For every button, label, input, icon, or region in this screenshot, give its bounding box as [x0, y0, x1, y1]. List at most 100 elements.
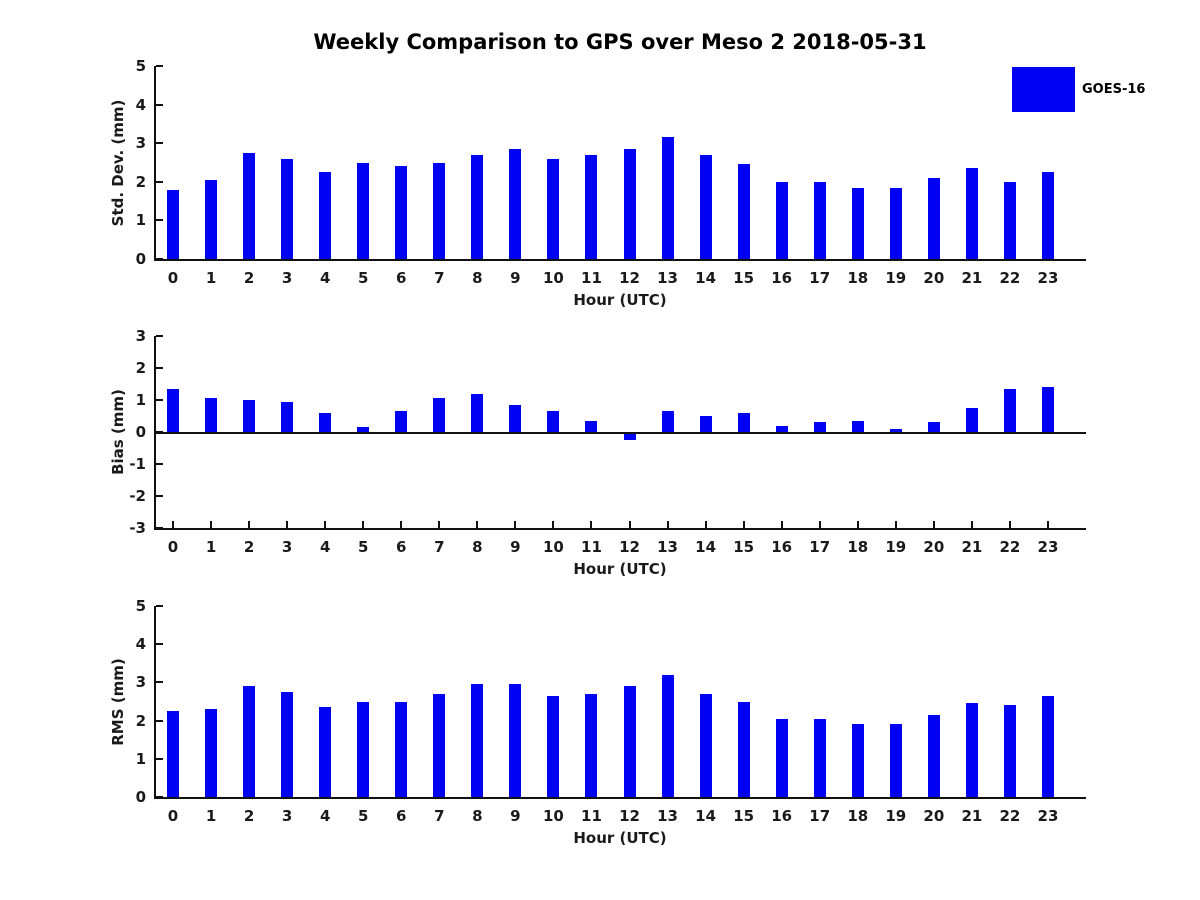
x-tick-label: 10	[542, 807, 564, 825]
x-tick-label: 19	[885, 538, 907, 556]
x-tick-label: 4	[319, 538, 331, 556]
x-tick-label: 18	[847, 269, 869, 287]
x-tick-label: 8	[472, 807, 483, 825]
y-tick-mark	[156, 431, 163, 433]
chart-title: Weekly Comparison to GPS over Meso 2 201…	[313, 30, 927, 54]
y-axis-label: Std. Dev. (mm)	[109, 99, 127, 226]
bar	[813, 181, 826, 259]
x-tick-mark	[438, 521, 441, 528]
bar	[357, 427, 370, 432]
bar	[167, 388, 180, 432]
x-tick-label: 1	[205, 538, 217, 556]
y-tick-label: -1	[129, 455, 146, 473]
bar	[965, 168, 978, 259]
bar	[167, 189, 180, 259]
bar	[927, 177, 940, 259]
y-axis-label: RMS (mm)	[109, 657, 127, 746]
bar	[395, 701, 408, 797]
x-tick-mark	[286, 521, 289, 528]
y-tick-label: 5	[135, 57, 146, 75]
bar	[585, 420, 598, 432]
bar	[243, 152, 256, 259]
x-tick-label: 20	[923, 538, 945, 556]
x-tick-mark	[590, 521, 593, 528]
bar	[813, 718, 826, 797]
y-tick-label: 1	[135, 391, 146, 409]
x-tick-label: 9	[510, 807, 521, 825]
x-tick-label: 7	[434, 807, 445, 825]
x-tick-mark	[172, 521, 175, 528]
x-tick-label: 15	[733, 538, 755, 556]
bar	[661, 674, 674, 797]
bar	[547, 158, 560, 259]
x-tick-label: 16	[771, 807, 793, 825]
bar	[623, 434, 636, 440]
x-tick-label: 12	[619, 538, 640, 556]
x-axis-line	[154, 259, 1086, 261]
y-tick-label: -3	[129, 519, 146, 537]
bar	[737, 701, 750, 797]
x-tick-label: 1	[205, 807, 217, 825]
x-tick-label: 5	[358, 807, 369, 825]
x-tick-label: 3	[281, 807, 293, 825]
y-tick-mark	[156, 219, 163, 222]
y-tick-mark	[156, 796, 163, 798]
x-tick-label: 14	[695, 538, 717, 556]
bar	[699, 693, 712, 797]
x-tick-label: 0	[167, 538, 179, 556]
x-tick-label: 12	[619, 807, 640, 825]
bar	[205, 398, 218, 432]
bar	[737, 164, 750, 259]
bar	[927, 714, 940, 797]
bar	[851, 724, 864, 797]
bar	[585, 154, 598, 259]
y-tick-mark	[156, 681, 163, 684]
x-tick-label: 20	[923, 269, 945, 287]
x-tick-label: 0	[167, 807, 179, 825]
x-tick-mark	[818, 521, 821, 528]
y-tick-mark	[156, 643, 163, 646]
bar	[623, 686, 636, 797]
x-tick-label: 0	[167, 269, 179, 287]
x-tick-label: 17	[809, 538, 831, 556]
bar	[471, 393, 484, 432]
y-tick-mark	[156, 142, 163, 145]
bar	[737, 412, 750, 432]
x-tick-label: 18	[847, 807, 869, 825]
x-tick-label: 6	[396, 538, 407, 556]
bar	[281, 691, 294, 797]
x-tick-label: 23	[1037, 269, 1059, 287]
bar	[699, 416, 712, 432]
bar	[319, 412, 332, 432]
x-axis-line	[154, 432, 1086, 434]
x-axis-line	[154, 797, 1086, 799]
bar	[851, 420, 864, 432]
y-tick-mark	[156, 605, 163, 607]
x-tick-mark	[666, 521, 669, 528]
x-tick-label: 3	[281, 269, 293, 287]
bar	[509, 148, 522, 259]
x-tick-label: 7	[434, 538, 445, 556]
y-tick-mark	[156, 463, 163, 465]
bar	[1003, 388, 1016, 432]
x-tick-label: 19	[885, 807, 907, 825]
bar	[661, 137, 674, 259]
bar	[433, 693, 446, 797]
bar	[623, 148, 636, 259]
x-tick-mark	[932, 521, 935, 528]
bar	[699, 154, 712, 259]
x-tick-mark	[362, 521, 365, 528]
y-tick-label: 0	[135, 788, 146, 806]
bottom-spine	[154, 528, 1086, 530]
x-tick-mark	[1046, 521, 1049, 528]
y-tick-mark	[156, 757, 163, 760]
bar	[547, 411, 560, 432]
bar	[775, 181, 788, 259]
x-tick-label: 3	[281, 538, 293, 556]
y-axis-label: Bias (mm)	[109, 389, 127, 475]
bar	[471, 154, 484, 259]
x-tick-label: 10	[542, 538, 564, 556]
x-tick-label: 16	[771, 538, 793, 556]
x-tick-label: 2	[243, 807, 255, 825]
